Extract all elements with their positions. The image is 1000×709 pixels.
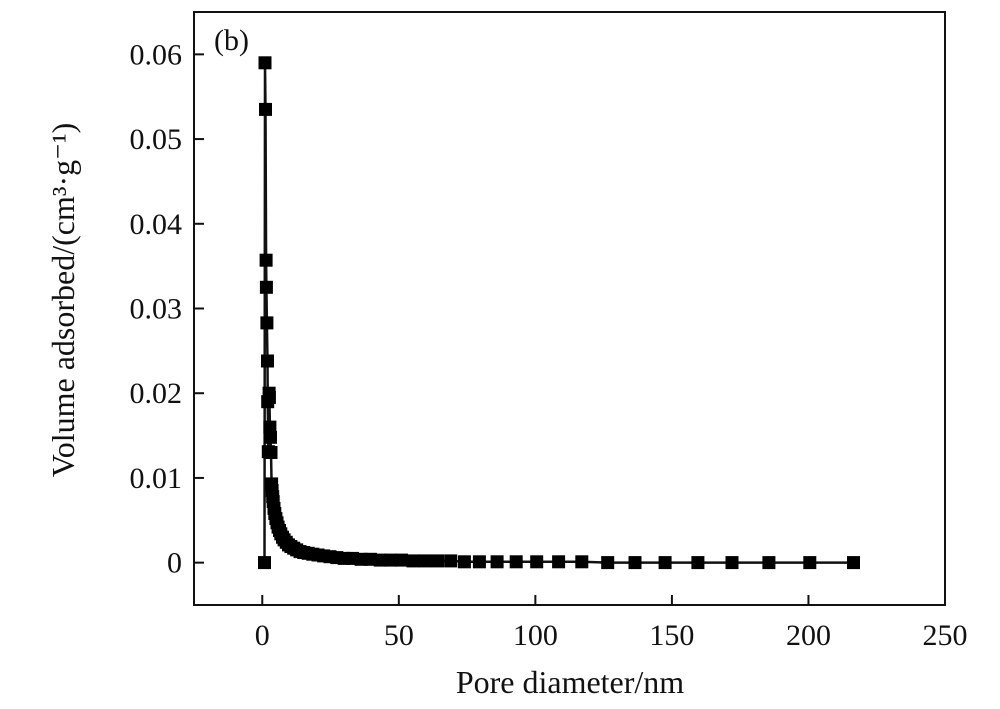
y-tick-label: 0.01 (130, 462, 183, 495)
data-point (261, 354, 274, 368)
y-axis-title: Volume adsorbed/(cm³·g⁻¹) (45, 123, 81, 478)
y-tick-label: 0.02 (130, 377, 183, 410)
data-point (258, 56, 272, 70)
data-point (509, 555, 523, 569)
data-point (762, 556, 776, 570)
data-point (847, 556, 860, 570)
x-tick-label: 100 (513, 619, 558, 652)
x-axis-title: Pore diameter/nm (456, 664, 684, 700)
y-tick-label: 0.05 (130, 123, 183, 156)
data-point (691, 556, 705, 570)
data-point (803, 556, 817, 570)
data-point (262, 391, 276, 404)
data-point (601, 556, 615, 570)
data-point (725, 556, 739, 570)
data-point (628, 556, 642, 570)
data-point (658, 556, 672, 570)
data-point (259, 102, 272, 116)
x-axis: 0 50 100 150 200 250 (255, 595, 968, 652)
data-point (431, 554, 445, 568)
data-point (384, 553, 398, 567)
x-tick-label: 200 (786, 619, 831, 652)
data-point (259, 280, 273, 294)
panel-label: (b) (214, 24, 249, 57)
series-line (263, 62, 854, 564)
y-axis: 0 0.01 0.02 0.03 0.04 0.05 0.06 (130, 38, 204, 580)
x-tick-label: 250 (923, 619, 968, 652)
data-point (264, 430, 277, 444)
data-point (552, 555, 566, 569)
y-tick-label: 0.04 (130, 208, 183, 241)
data-point (490, 555, 504, 569)
data-point (457, 555, 471, 569)
data-point (575, 555, 589, 569)
x-tick-label: 150 (649, 619, 694, 652)
data-point (373, 553, 387, 567)
data-point (472, 555, 486, 569)
data-point (263, 420, 277, 434)
plot-frame (193, 11, 946, 606)
y-tick-label: 0.03 (130, 293, 183, 326)
data-point (363, 552, 377, 566)
x-tick-label: 50 (384, 619, 414, 652)
data-point (406, 554, 420, 568)
series-markers (258, 56, 860, 570)
data-point (444, 554, 458, 568)
data-point (530, 555, 544, 569)
data-point (264, 446, 278, 459)
data-point (258, 556, 271, 570)
y-tick-label: 0.06 (130, 38, 183, 71)
y-tick-label: 0 (167, 547, 182, 580)
data-point (418, 554, 432, 568)
data-point (395, 553, 408, 567)
data-point (260, 316, 274, 330)
x-tick-label: 0 (255, 619, 270, 652)
data-point (259, 253, 273, 267)
